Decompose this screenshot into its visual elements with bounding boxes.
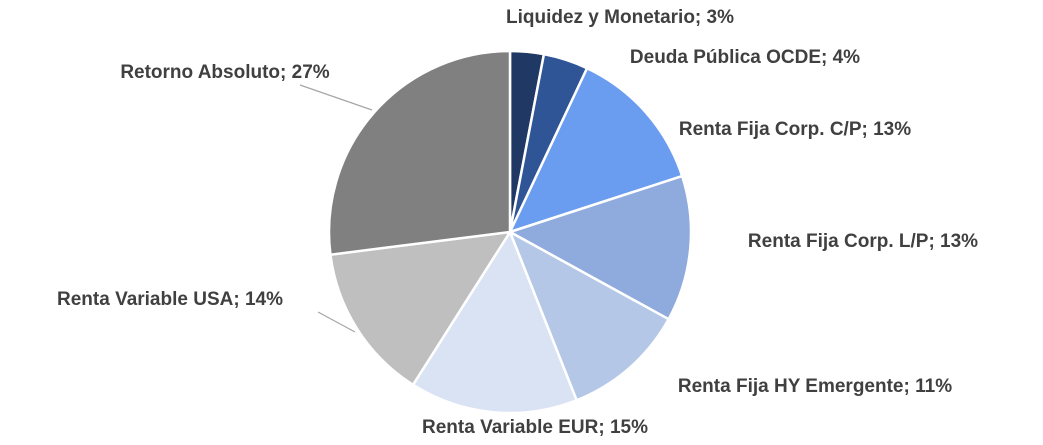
pie-slice xyxy=(329,230,513,387)
slice-label: Renta Variable EUR; 15% xyxy=(422,417,648,438)
slice-label: Renta Fija Corp. L/P; 13% xyxy=(748,231,978,252)
slice-label: Renta Fija Corp. C/P; 13% xyxy=(679,119,911,140)
slice-label: Renta Fija HY Emergente; 11% xyxy=(678,376,952,397)
slice-label: Retorno Absoluto; 27% xyxy=(120,62,329,83)
pie-slice xyxy=(411,229,579,415)
leader-line xyxy=(299,84,373,111)
pie-slice xyxy=(506,174,693,321)
slice-label: Deuda Pública OCDE; 4% xyxy=(630,47,860,68)
slice-label: Renta Variable USA; 14% xyxy=(57,289,283,310)
leader-line xyxy=(317,311,356,333)
slice-label: Liquidez y Monetario; 3% xyxy=(506,7,734,28)
pie-slice xyxy=(327,49,512,257)
pie-slice xyxy=(507,229,671,402)
pie-slice xyxy=(507,66,684,235)
